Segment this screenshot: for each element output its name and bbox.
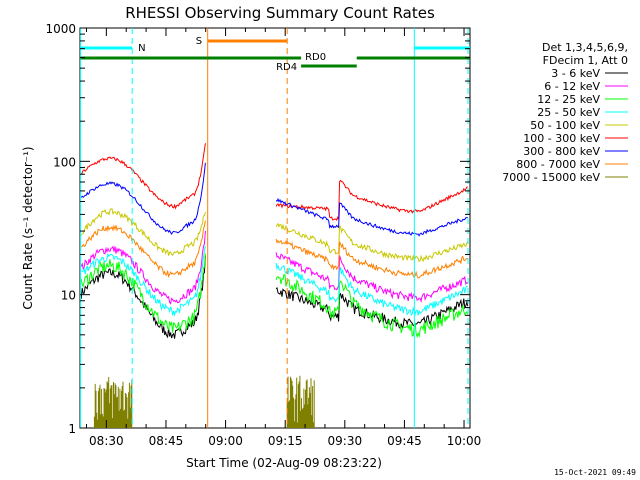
y-axis-label: Count Rate (s⁻¹ detector⁻¹) <box>21 146 35 309</box>
legend-label-7: 300 - 800 keV <box>523 145 600 158</box>
series-line-7-seg2 <box>275 197 468 237</box>
x-tick-label: 08:45 <box>149 434 184 448</box>
legend-label-8: 800 - 7000 keV <box>516 158 600 171</box>
y-tick-label: 10 <box>61 289 76 303</box>
series-line-5-seg2 <box>275 222 469 263</box>
x-tick-label: 09:00 <box>208 434 243 448</box>
timestamp: 15-Oct-2021 09:49 <box>554 468 636 477</box>
series-line-3-seg1 <box>80 253 206 333</box>
series-line-9-block2 <box>286 375 315 428</box>
series-line-1-seg2 <box>275 287 469 329</box>
y-axis: 1 10 100 1000 <box>45 22 470 436</box>
x-tick-label: 10:00 <box>447 434 482 448</box>
x-tick-label: 08:30 <box>89 434 124 448</box>
legend-header-1: Det 1,3,4,5,6,9, <box>542 41 628 54</box>
night-label: N <box>138 43 145 54</box>
series-line-4-seg1 <box>80 245 206 317</box>
x-tick-label: 09:15 <box>268 434 303 448</box>
legend-header-2: FDecim 1, Att 0 <box>543 54 628 67</box>
series-line-3-seg2 <box>275 273 469 339</box>
series-line-8-seg1 <box>80 220 206 279</box>
legend-label-6: 100 - 300 keV <box>523 132 600 145</box>
x-tick-label: 09:45 <box>387 434 422 448</box>
x-axis-label: Start Time (02-Aug-09 08:23:22) <box>186 456 382 470</box>
legend-label-2: 6 - 12 keV <box>544 80 600 93</box>
series-line-4-seg2 <box>275 262 468 316</box>
saa-label: S <box>196 36 202 47</box>
series-line-6-seg1 <box>80 143 206 210</box>
legend-label-5: 50 - 100 keV <box>530 119 600 132</box>
y-tick-label: 100 <box>53 155 76 169</box>
y-tick-label: 1000 <box>45 22 76 36</box>
annotation-layer: N S RD0 RD4 <box>80 28 470 428</box>
series-line-8-seg2 <box>275 238 468 279</box>
legend-label-3: 12 - 25 keV <box>537 93 600 106</box>
legend-label-4: 25 - 50 keV <box>537 106 600 119</box>
plot-frame <box>79 27 471 429</box>
chart-title: RHESSI Observing Summary Count Rates <box>125 4 435 22</box>
series-line-9-block1 <box>93 377 133 428</box>
series-layer <box>80 143 469 428</box>
legend-label-9: 7000 - 15000 keV <box>502 171 600 184</box>
legend: Det 1,3,4,5,6,9, FDecim 1, Att 0 3 - 6 k… <box>502 41 628 184</box>
series-line-2-seg1 <box>80 230 206 305</box>
series-line-5-seg1 <box>80 208 206 257</box>
series-line-7-seg1 <box>80 162 206 235</box>
x-axis: 08:30 08:45 09:00 09:15 09:30 09:45 10:00 <box>85 28 482 448</box>
series-line-2-seg2 <box>275 252 469 303</box>
decimation-label-rd0: RD0 <box>305 52 326 63</box>
x-tick-label: 09:30 <box>328 434 363 448</box>
decimation-label-rd4: RD4 <box>276 62 297 73</box>
series-line-6-seg2 <box>275 179 468 222</box>
legend-label-1: 3 - 6 keV <box>551 67 600 80</box>
y-tick-label: 1 <box>68 422 76 436</box>
